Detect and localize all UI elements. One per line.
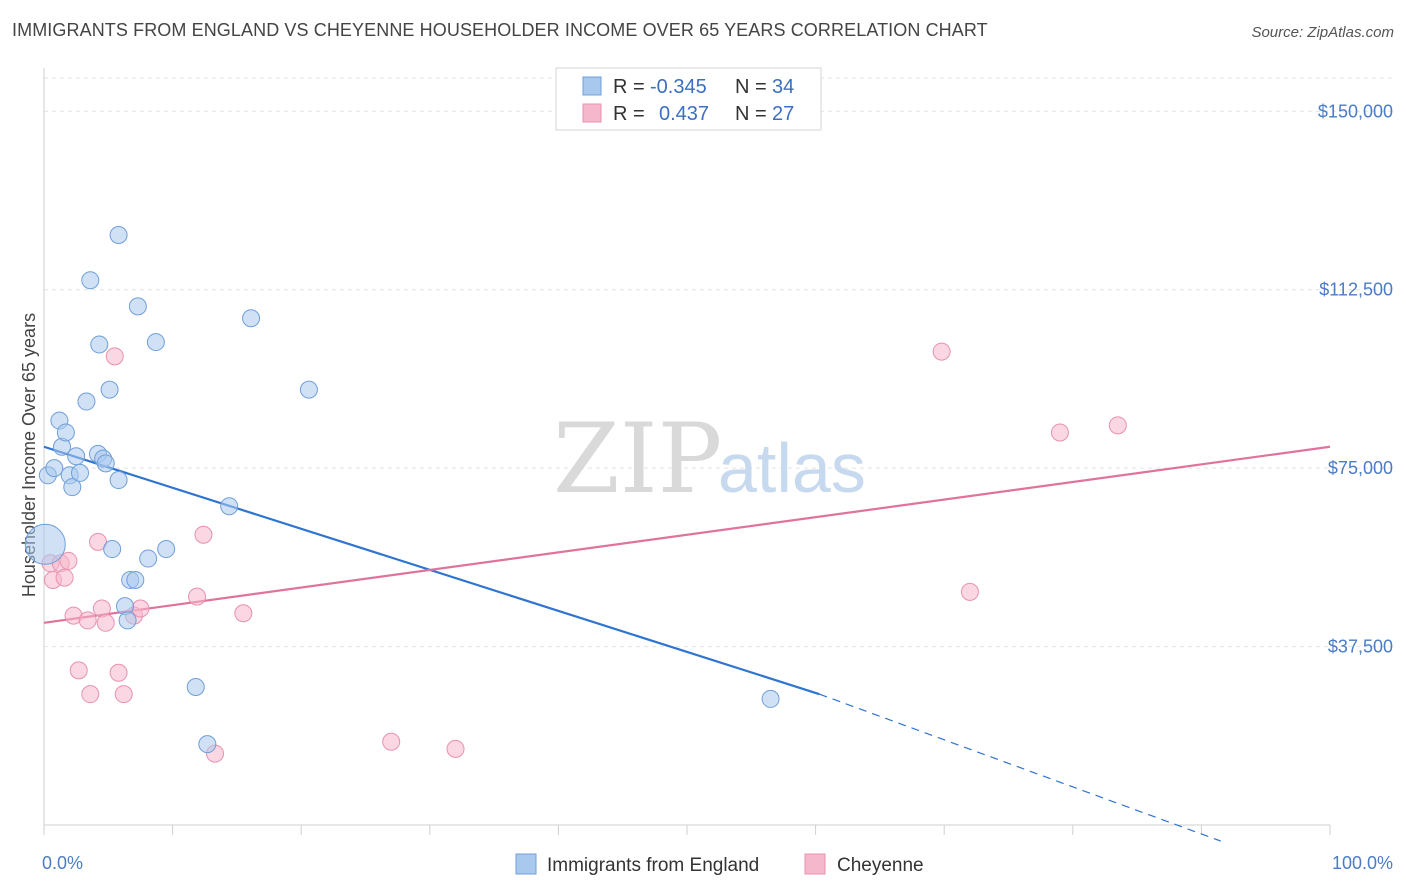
cheyenne-point (79, 612, 96, 629)
england-point (68, 448, 85, 465)
england-point (140, 550, 157, 567)
x-tick-label-0: 0.0% (42, 853, 83, 873)
england-point (25, 524, 65, 564)
england-point (110, 472, 127, 489)
england-point (147, 334, 164, 351)
cheyenne-point (961, 583, 978, 600)
england-point (300, 381, 317, 398)
cheyenne-point (110, 664, 127, 681)
cheyenne-point (1051, 424, 1068, 441)
england-point (72, 464, 89, 481)
england-point (129, 298, 146, 315)
legend-r-value-2: 0.437 (659, 103, 709, 125)
bottom-legend-label-cheyenne: Cheyenne (837, 855, 924, 876)
england-point (243, 310, 260, 327)
bottom-legend-swatch-england (516, 854, 536, 874)
bottom-legend-swatch-cheyenne (805, 854, 825, 874)
england-point (187, 679, 204, 696)
england-point (762, 690, 779, 707)
cheyenne-point (189, 588, 206, 605)
scatter-chart: ZIP atlas $37,500 $75,000 $112,500 $150,000… (0, 0, 1406, 892)
cheyenne-point (195, 526, 212, 543)
watermark-atlas: atlas (718, 429, 866, 507)
cheyenne-point (235, 605, 252, 622)
cheyenne-point (1109, 417, 1126, 434)
legend-n-value-1: 34 (772, 76, 794, 98)
cheyenne-point (115, 686, 132, 703)
england-point (97, 455, 114, 472)
england-point (119, 612, 136, 629)
england-point (158, 541, 175, 558)
england-point (221, 498, 238, 515)
cheyenne-point (447, 740, 464, 757)
legend-n-label-2: N = (735, 103, 767, 125)
y-tick-labels: $37,500 $75,000 $112,500 $150,000 (1318, 101, 1393, 656)
legend-n-value-2: 27 (772, 103, 794, 125)
england-point (57, 424, 74, 441)
cheyenne-point (97, 614, 114, 631)
england-point (78, 393, 95, 410)
england-point (91, 336, 108, 353)
england-point (104, 541, 121, 558)
england-point (199, 736, 216, 753)
y-tick-label-1: $75,000 (1328, 458, 1393, 478)
legend-n-label-1: N = (735, 76, 767, 98)
legend-swatch-england (583, 77, 601, 95)
legend-r-label-2: R = (613, 103, 645, 125)
watermark: ZIP atlas (553, 403, 866, 515)
england-point (110, 227, 127, 244)
trend-line-england-extension (819, 694, 1220, 841)
y-tick-label-2: $112,500 (1319, 280, 1393, 300)
cheyenne-point (132, 600, 149, 617)
grid-lines (44, 78, 1395, 647)
cheyenne-point (383, 733, 400, 750)
cheyenne-point (70, 662, 87, 679)
legend-r-label-1: R = (613, 76, 645, 98)
england-point (101, 381, 118, 398)
cheyenne-point (106, 348, 123, 365)
cheyenne-point (82, 686, 99, 703)
england-point (82, 272, 99, 289)
legend-r-value-1: -0.345 (650, 76, 707, 98)
england-point (46, 460, 63, 477)
x-tick-label-1: 100.0% (1332, 853, 1393, 873)
y-tick-label-0: $37,500 (1328, 637, 1393, 657)
watermark-zip: ZIP (553, 403, 722, 515)
bottom-legend-label-england: Immigrants from England (547, 855, 759, 876)
top-legend: R = -0.345 N = 34 R = 0.437 N = 27 (556, 68, 821, 130)
cheyenne-point (933, 343, 950, 360)
cheyenne-point (56, 569, 73, 586)
y-tick-label-3: $150,000 (1318, 101, 1393, 121)
england-point (127, 571, 144, 588)
bottom-legend: Immigrants from England Cheyenne (516, 854, 924, 876)
legend-swatch-cheyenne (583, 104, 601, 122)
